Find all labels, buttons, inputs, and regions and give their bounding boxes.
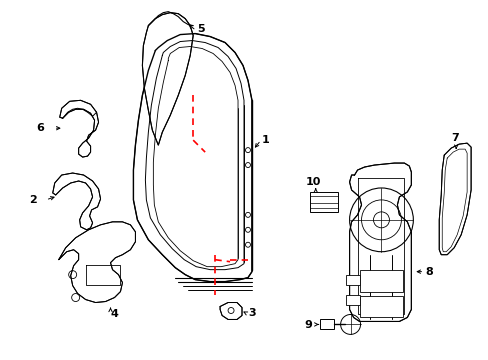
Text: 4: 4 bbox=[110, 310, 118, 319]
Polygon shape bbox=[53, 173, 101, 230]
Text: 5: 5 bbox=[197, 24, 204, 33]
Bar bbox=[345, 275, 359, 285]
Text: 9: 9 bbox=[304, 320, 312, 330]
Bar bbox=[359, 270, 403, 292]
Polygon shape bbox=[133, 33, 251, 282]
Text: 2: 2 bbox=[29, 195, 37, 205]
Bar bbox=[345, 294, 359, 305]
Text: 6: 6 bbox=[36, 123, 43, 133]
Polygon shape bbox=[142, 13, 193, 145]
Polygon shape bbox=[438, 143, 470, 255]
Polygon shape bbox=[59, 222, 135, 302]
Text: 10: 10 bbox=[305, 177, 321, 187]
Polygon shape bbox=[220, 302, 242, 319]
Bar bbox=[359, 296, 403, 318]
Text: 1: 1 bbox=[262, 135, 269, 145]
Text: 7: 7 bbox=[450, 133, 458, 143]
Polygon shape bbox=[60, 100, 99, 157]
Bar bbox=[309, 192, 337, 212]
Polygon shape bbox=[349, 163, 410, 321]
Bar bbox=[319, 319, 333, 329]
Text: 8: 8 bbox=[425, 267, 432, 276]
Text: 3: 3 bbox=[247, 309, 255, 319]
